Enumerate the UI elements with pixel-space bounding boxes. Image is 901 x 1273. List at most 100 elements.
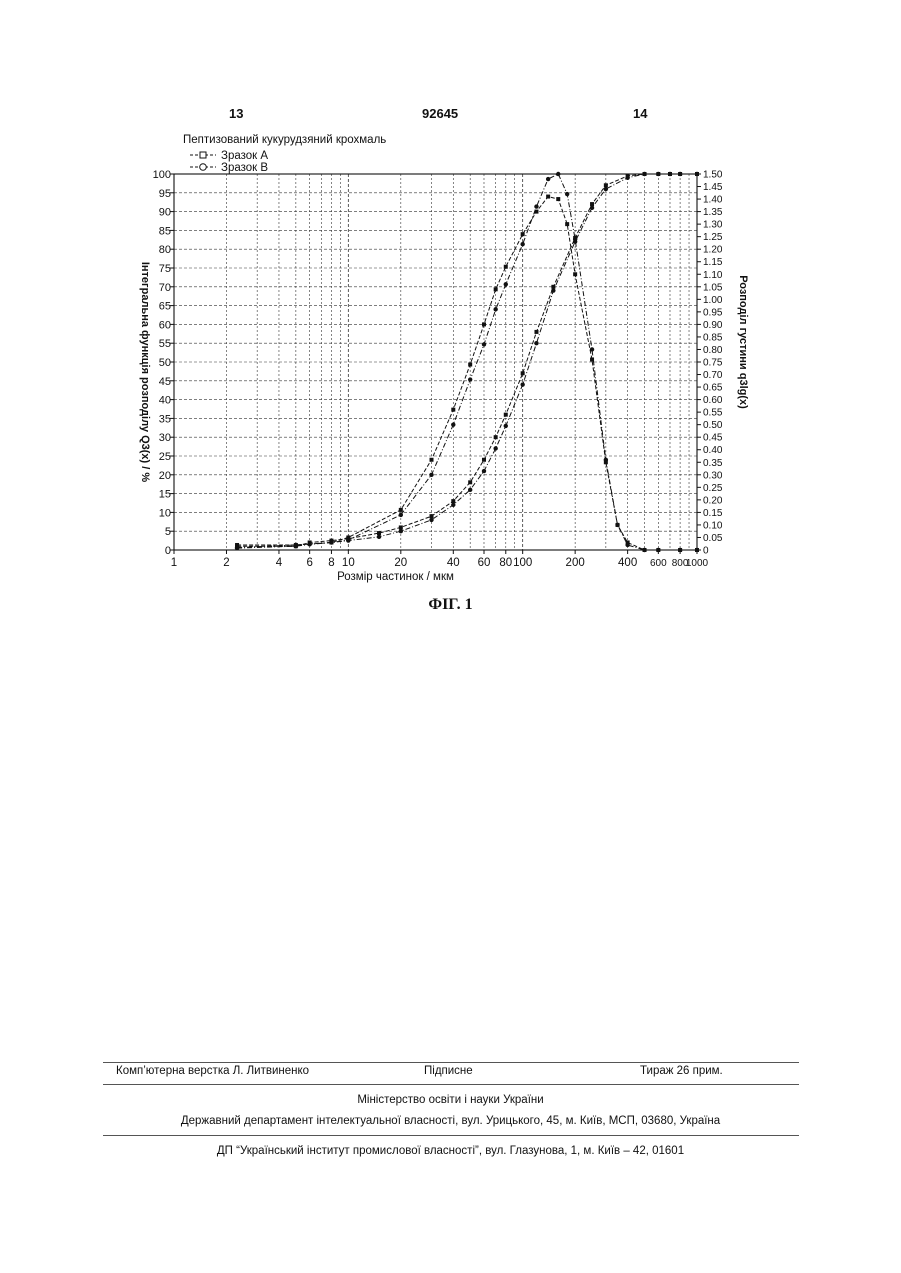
data-point-circle bbox=[604, 187, 608, 191]
y-left-tick-label: 25 bbox=[159, 451, 171, 463]
x-tick-label: 80 bbox=[499, 557, 512, 569]
data-point-circle bbox=[504, 282, 508, 286]
y-left-tick-label: 35 bbox=[159, 413, 171, 425]
data-point-circle bbox=[329, 540, 333, 544]
data-point-circle bbox=[678, 172, 682, 176]
y-right-tick-label: 1.45 bbox=[703, 182, 723, 193]
x-tick-label: 8 bbox=[328, 557, 334, 569]
figure-caption: ФІГ. 1 bbox=[0, 596, 901, 614]
y-left-tick-label: 85 bbox=[159, 225, 171, 237]
x-tick-label: 4 bbox=[276, 557, 283, 569]
y-right-tick-label: 0.85 bbox=[703, 332, 723, 343]
data-point-square bbox=[468, 480, 472, 484]
y-right-tick-label: 1.15 bbox=[703, 257, 723, 268]
y-left-tick-label: 45 bbox=[159, 376, 171, 388]
y-right-tick-label: 0.70 bbox=[703, 370, 723, 381]
x-tick-label: 100 bbox=[513, 557, 532, 569]
data-point-square bbox=[556, 197, 560, 201]
y-left-tick-label: 100 bbox=[153, 169, 171, 181]
data-point-circle bbox=[429, 473, 433, 477]
y-right-tick-label: 0.45 bbox=[703, 433, 723, 444]
data-point-square bbox=[494, 287, 498, 291]
y-left-tick-label: 0 bbox=[165, 545, 171, 557]
y-right-tick-label: 0.75 bbox=[703, 358, 723, 369]
x-tick-label: 6 bbox=[306, 557, 312, 569]
footer-rule-bottom bbox=[103, 1135, 799, 1136]
x-tick-label: 40 bbox=[447, 557, 460, 569]
y-right-tick-label: 1.10 bbox=[703, 270, 723, 281]
data-point-circle bbox=[668, 172, 672, 176]
data-point-square bbox=[399, 525, 403, 529]
data-point-circle bbox=[625, 176, 629, 180]
data-point-square bbox=[482, 322, 486, 326]
data-point-circle bbox=[656, 172, 660, 176]
data-point-circle bbox=[573, 237, 577, 241]
y-right-tick-label: 0.80 bbox=[703, 345, 723, 356]
data-point-circle bbox=[468, 377, 472, 381]
data-point-circle bbox=[615, 523, 619, 527]
y-left-axis-label: Інтегральна функція розподілу Q3(x) / % bbox=[139, 262, 151, 483]
data-point-circle bbox=[399, 513, 403, 517]
data-point-circle bbox=[429, 518, 433, 522]
data-point-circle bbox=[556, 172, 560, 176]
data-point-square bbox=[504, 265, 508, 269]
y-left-tick-label: 95 bbox=[159, 188, 171, 200]
y-right-tick-label: 1.25 bbox=[703, 232, 723, 243]
x-tick-label: 400 bbox=[618, 557, 637, 569]
data-point-circle bbox=[604, 458, 608, 462]
y-right-tick-label: 0.25 bbox=[703, 483, 723, 494]
particle-size-chart: 1246810204060801002004006008001000051015… bbox=[0, 0, 901, 620]
y-right-axis-label: Розподіл густини q3lg(x) bbox=[737, 275, 749, 409]
data-point-square bbox=[565, 222, 569, 226]
y-left-tick-label: 10 bbox=[159, 507, 171, 519]
data-point-circle bbox=[642, 172, 646, 176]
footer-institute: ДП “Український інститут промислової вла… bbox=[0, 1145, 901, 1157]
footer-department: Державний департамент інтелектуальної вл… bbox=[0, 1115, 901, 1127]
data-point-circle bbox=[534, 341, 538, 345]
y-left-tick-label: 65 bbox=[159, 301, 171, 313]
data-point-square bbox=[494, 435, 498, 439]
data-point-circle bbox=[678, 548, 682, 552]
footer-rule-middle bbox=[103, 1084, 799, 1085]
data-point-circle bbox=[695, 548, 699, 552]
y-left-tick-label: 60 bbox=[159, 319, 171, 331]
data-point-square bbox=[521, 232, 525, 236]
y-right-tick-label: 0.30 bbox=[703, 470, 723, 481]
legend-label: Зразок А bbox=[221, 150, 268, 162]
data-point-square bbox=[468, 363, 472, 367]
y-right-tick-label: 1.05 bbox=[703, 282, 723, 293]
x-tick-label: 20 bbox=[394, 557, 407, 569]
data-point-square bbox=[521, 371, 525, 375]
data-point-circle bbox=[235, 545, 239, 549]
y-right-tick-label: 0.95 bbox=[703, 307, 723, 318]
y-right-tick-label: 1.30 bbox=[703, 220, 723, 231]
data-point-square bbox=[399, 508, 403, 512]
data-point-square bbox=[604, 183, 608, 187]
legend-label: Зразок В bbox=[221, 162, 268, 174]
footer-signed: Підписне bbox=[424, 1065, 473, 1077]
data-point-circle bbox=[493, 446, 497, 450]
y-left-tick-label: 40 bbox=[159, 395, 171, 407]
y-left-tick-label: 50 bbox=[159, 357, 171, 369]
y-right-tick-label: 0.40 bbox=[703, 445, 723, 456]
data-point-square bbox=[573, 272, 577, 276]
data-point-circle bbox=[493, 307, 497, 311]
y-left-tick-label: 5 bbox=[165, 526, 171, 538]
y-right-tick-label: 0.20 bbox=[703, 495, 723, 506]
y-right-tick-label: 0.05 bbox=[703, 533, 723, 544]
x-axis-label: Розмір частинок / мкм bbox=[337, 571, 454, 583]
data-point-circle bbox=[504, 424, 508, 428]
data-point-circle bbox=[565, 192, 569, 196]
x-tick-label: 600 bbox=[650, 558, 667, 569]
data-point-circle bbox=[656, 548, 660, 552]
y-right-tick-label: 0.50 bbox=[703, 420, 723, 431]
y-right-tick-label: 0.55 bbox=[703, 408, 723, 419]
data-point-square bbox=[546, 195, 550, 199]
footer-layout: Комп’ютерна верстка Л. Литвиненко bbox=[116, 1065, 309, 1077]
data-point-square bbox=[451, 499, 455, 503]
x-tick-label: 10 bbox=[342, 557, 355, 569]
y-right-tick-label: 1.35 bbox=[703, 207, 723, 218]
data-point-square bbox=[430, 458, 434, 462]
data-point-circle bbox=[451, 422, 455, 426]
data-point-circle bbox=[520, 242, 524, 246]
